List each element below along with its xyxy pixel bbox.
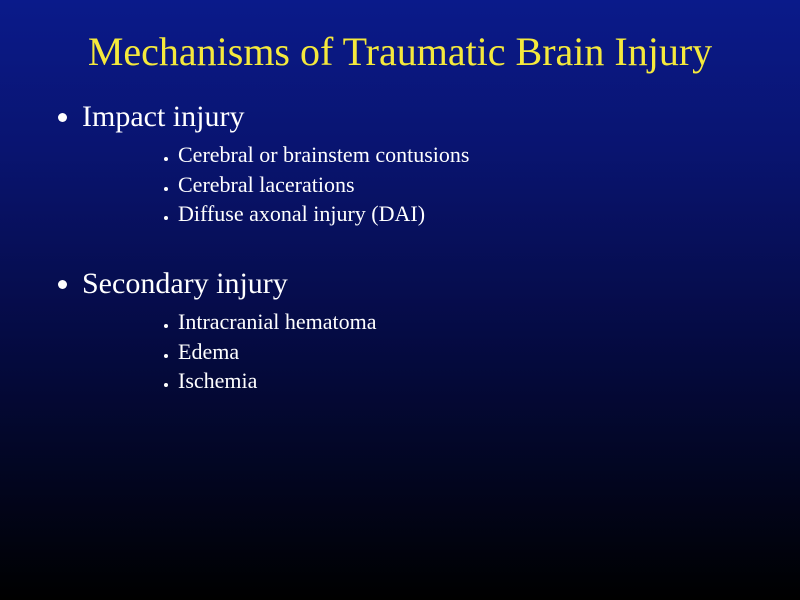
sub-bullet: Cerebral lacerations (178, 170, 760, 200)
slide-title: Mechanisms of Traumatic Brain Injury (40, 28, 760, 76)
bullet-list-level1: Impact injury Cerebral or brainstem cont… (52, 100, 760, 396)
sub-bullet: Diffuse axonal injury (DAI) (178, 199, 760, 229)
slide-container: Mechanisms of Traumatic Brain Injury Imp… (0, 0, 800, 600)
sub-bullet: Cerebral or brainstem contusions (178, 140, 760, 170)
bullet-list-level2: Cerebral or brainstem contusions Cerebra… (82, 140, 760, 229)
sub-bullet: Ischemia (178, 366, 760, 396)
bullet-secondary-injury: Secondary injury Intracranial hematoma E… (82, 267, 760, 396)
sub-bullet: Edema (178, 337, 760, 367)
slide-content: Impact injury Cerebral or brainstem cont… (40, 100, 760, 396)
bullet-label: Impact injury (82, 100, 244, 133)
bullet-label: Secondary injury (82, 267, 288, 300)
sub-bullet: Intracranial hematoma (178, 307, 760, 337)
bullet-list-level2: Intracranial hematoma Edema Ischemia (82, 307, 760, 396)
bullet-impact-injury: Impact injury Cerebral or brainstem cont… (82, 100, 760, 229)
